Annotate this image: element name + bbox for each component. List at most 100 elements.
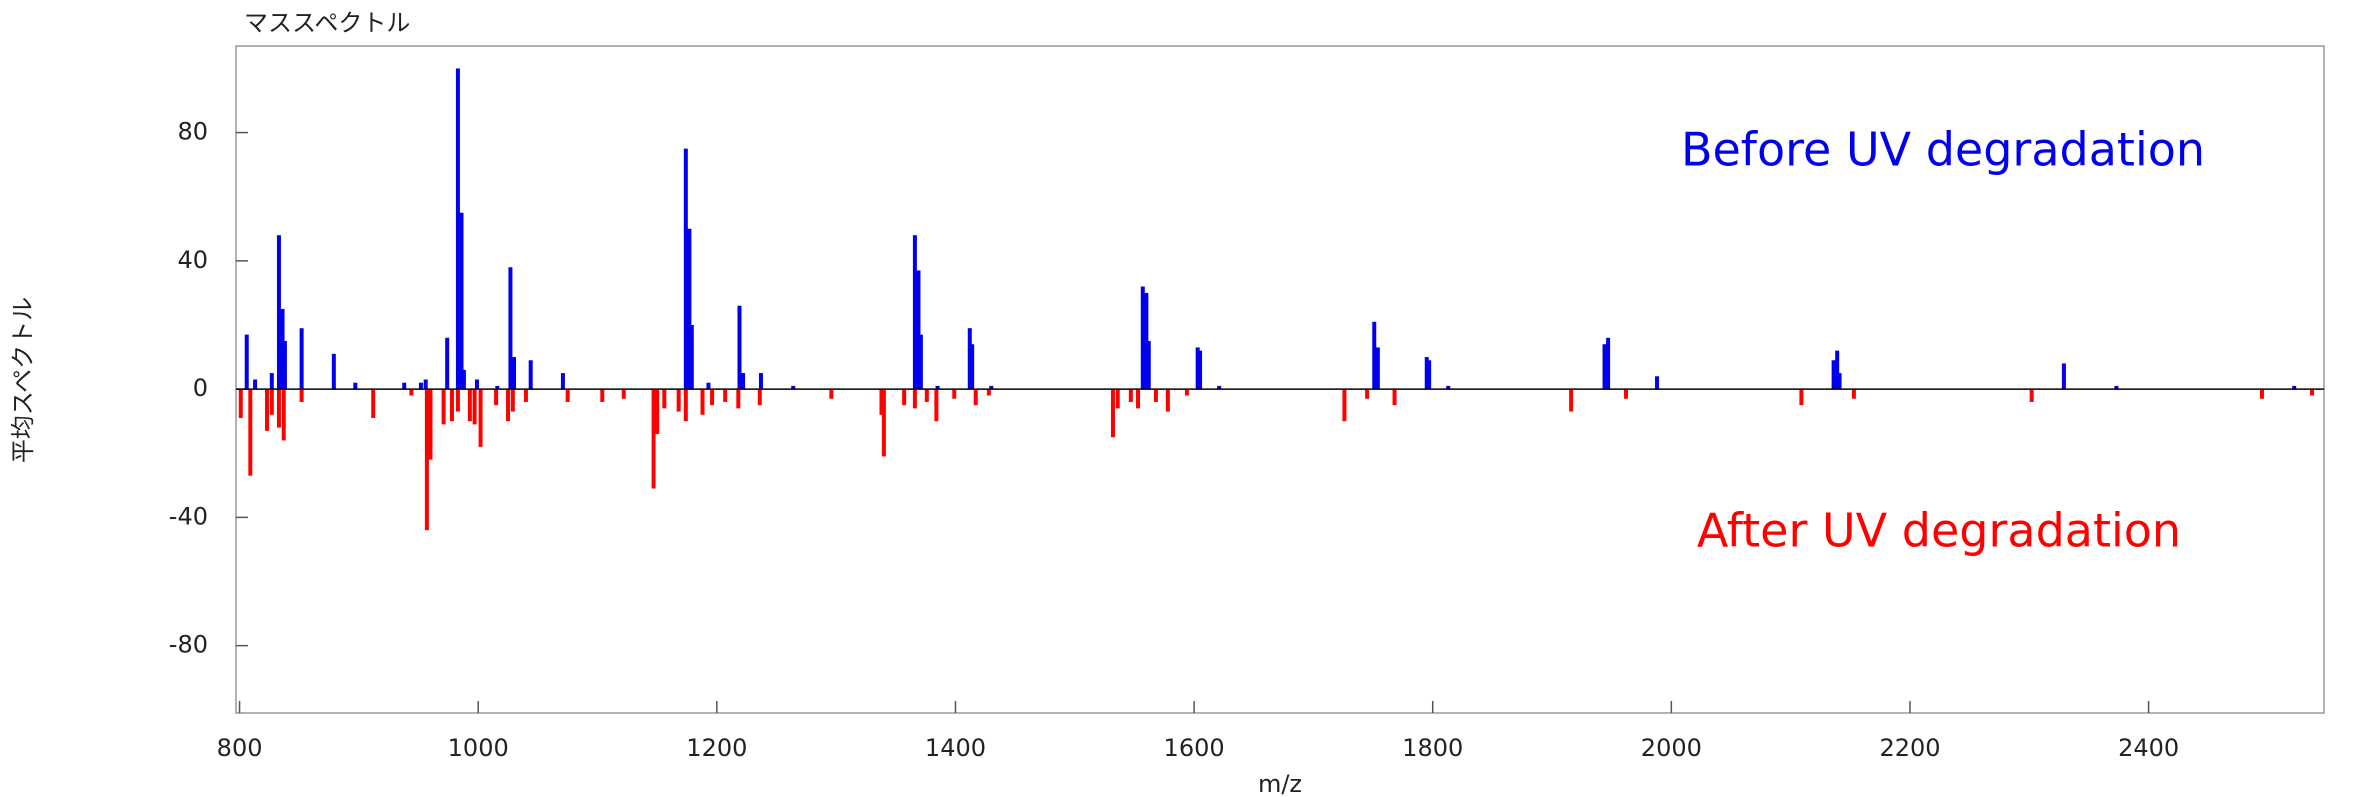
peak	[757, 389, 762, 406]
peak	[1424, 357, 1429, 390]
peak	[1799, 389, 1804, 406]
peak	[1195, 347, 1200, 390]
peak	[244, 334, 249, 390]
x-tick-label: 1600	[1164, 734, 1225, 762]
peak	[1655, 376, 1660, 390]
peak	[560, 373, 565, 390]
x-axis-label: m/z	[1258, 770, 1302, 797]
peak	[973, 389, 978, 406]
peak	[353, 382, 358, 390]
peak	[1427, 360, 1432, 390]
peak	[918, 334, 923, 390]
peak	[2292, 385, 2297, 390]
peak	[253, 379, 258, 390]
peak	[1606, 337, 1611, 390]
peak	[737, 305, 742, 390]
peak	[952, 389, 957, 399]
chart-title: マススペクトル	[244, 9, 410, 37]
peak	[651, 389, 656, 489]
peak	[1624, 389, 1629, 399]
x-tick-label: 1400	[925, 734, 986, 762]
peak	[1115, 389, 1120, 409]
peak	[710, 389, 715, 406]
peak	[1146, 341, 1151, 390]
peak	[621, 389, 626, 399]
peak	[935, 385, 940, 390]
peak	[1372, 321, 1377, 390]
peak	[924, 389, 929, 402]
peak	[506, 389, 511, 422]
peak	[528, 360, 533, 390]
peak	[758, 373, 763, 390]
peak	[676, 389, 681, 412]
peak	[1602, 344, 1607, 390]
peak	[418, 382, 423, 390]
peak	[736, 389, 741, 409]
peak	[299, 328, 304, 390]
peak	[248, 389, 253, 476]
peak	[512, 357, 517, 390]
peak	[371, 389, 376, 418]
peak	[461, 369, 466, 390]
peak	[829, 389, 834, 399]
peak	[1446, 385, 1451, 390]
peak	[331, 353, 336, 390]
peak	[478, 389, 483, 447]
peak	[655, 389, 660, 435]
peak	[280, 308, 285, 390]
peak	[441, 389, 446, 425]
annotation: Before UV degradation	[1681, 123, 2205, 177]
peak	[449, 389, 454, 422]
peak	[475, 379, 480, 390]
peak	[1831, 360, 1836, 390]
peak	[409, 389, 414, 396]
peak	[934, 389, 939, 422]
peak	[455, 389, 460, 412]
y-tick-label: 0	[193, 374, 208, 402]
y-tick-label: 80	[177, 118, 208, 146]
peak	[967, 328, 972, 390]
peak	[2114, 385, 2119, 390]
peak	[1140, 286, 1145, 390]
peak	[1569, 389, 1574, 412]
peak	[472, 389, 477, 425]
peak	[276, 235, 281, 390]
peak	[879, 389, 884, 415]
peak	[1136, 389, 1141, 409]
peak	[424, 389, 429, 531]
peak	[455, 68, 460, 390]
peak	[700, 389, 705, 415]
peak	[281, 389, 286, 441]
plot-frame	[235, 45, 2325, 714]
peak	[1110, 389, 1115, 438]
peak	[902, 389, 907, 406]
peak	[423, 379, 428, 390]
peak	[683, 389, 688, 422]
peak	[791, 385, 796, 390]
y-tick-label: -40	[169, 502, 208, 530]
peak	[986, 389, 991, 396]
peak	[1128, 389, 1133, 402]
peak	[1837, 373, 1842, 390]
x-tick-label: 2400	[2118, 734, 2179, 762]
peak	[989, 385, 994, 390]
y-tick-label: 40	[177, 246, 208, 274]
peak	[510, 389, 515, 412]
peak	[2061, 363, 2066, 390]
peak	[723, 389, 728, 402]
x-tick-label: 2200	[1879, 734, 1940, 762]
peak	[2310, 389, 2315, 396]
peak	[565, 389, 570, 402]
peak	[1165, 389, 1170, 412]
peak	[276, 389, 281, 428]
peak	[1342, 389, 1347, 422]
peak	[265, 389, 270, 431]
peak	[523, 389, 528, 402]
peak	[494, 389, 499, 406]
annotation: After UV degradation	[1697, 504, 2181, 558]
peak	[970, 344, 975, 390]
peak	[402, 382, 407, 390]
peak	[683, 148, 688, 390]
peak	[1198, 350, 1203, 390]
